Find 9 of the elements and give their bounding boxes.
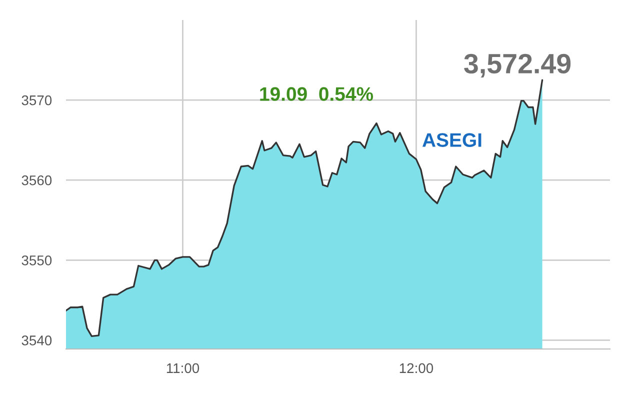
x-tick-label: 11:00 — [166, 363, 200, 374]
y-tick-label: 3560 — [22, 175, 52, 186]
y-tick-label: 3550 — [22, 255, 52, 266]
y-tick-label: 3570 — [22, 95, 52, 106]
y-tick-label: 3540 — [22, 336, 52, 346]
annotation: 3,572.49 — [464, 54, 571, 78]
annotation: ASEGI — [422, 133, 482, 147]
annotation: 19.09 0.54% — [260, 87, 374, 101]
x-tick-label: 12:00 — [400, 363, 434, 374]
